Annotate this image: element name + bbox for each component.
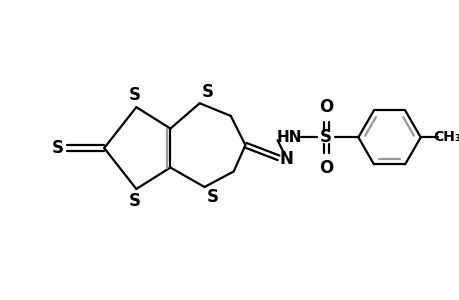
Text: S: S: [319, 128, 331, 146]
Text: O: O: [319, 158, 333, 176]
Text: CH₃: CH₃: [432, 130, 459, 144]
Text: S: S: [51, 139, 63, 157]
Text: S: S: [128, 86, 140, 104]
Text: S: S: [128, 192, 140, 210]
Text: S: S: [201, 82, 213, 100]
Text: HN: HN: [276, 130, 302, 145]
Text: N: N: [279, 150, 293, 168]
Text: S: S: [206, 188, 218, 206]
Text: O: O: [319, 98, 333, 116]
